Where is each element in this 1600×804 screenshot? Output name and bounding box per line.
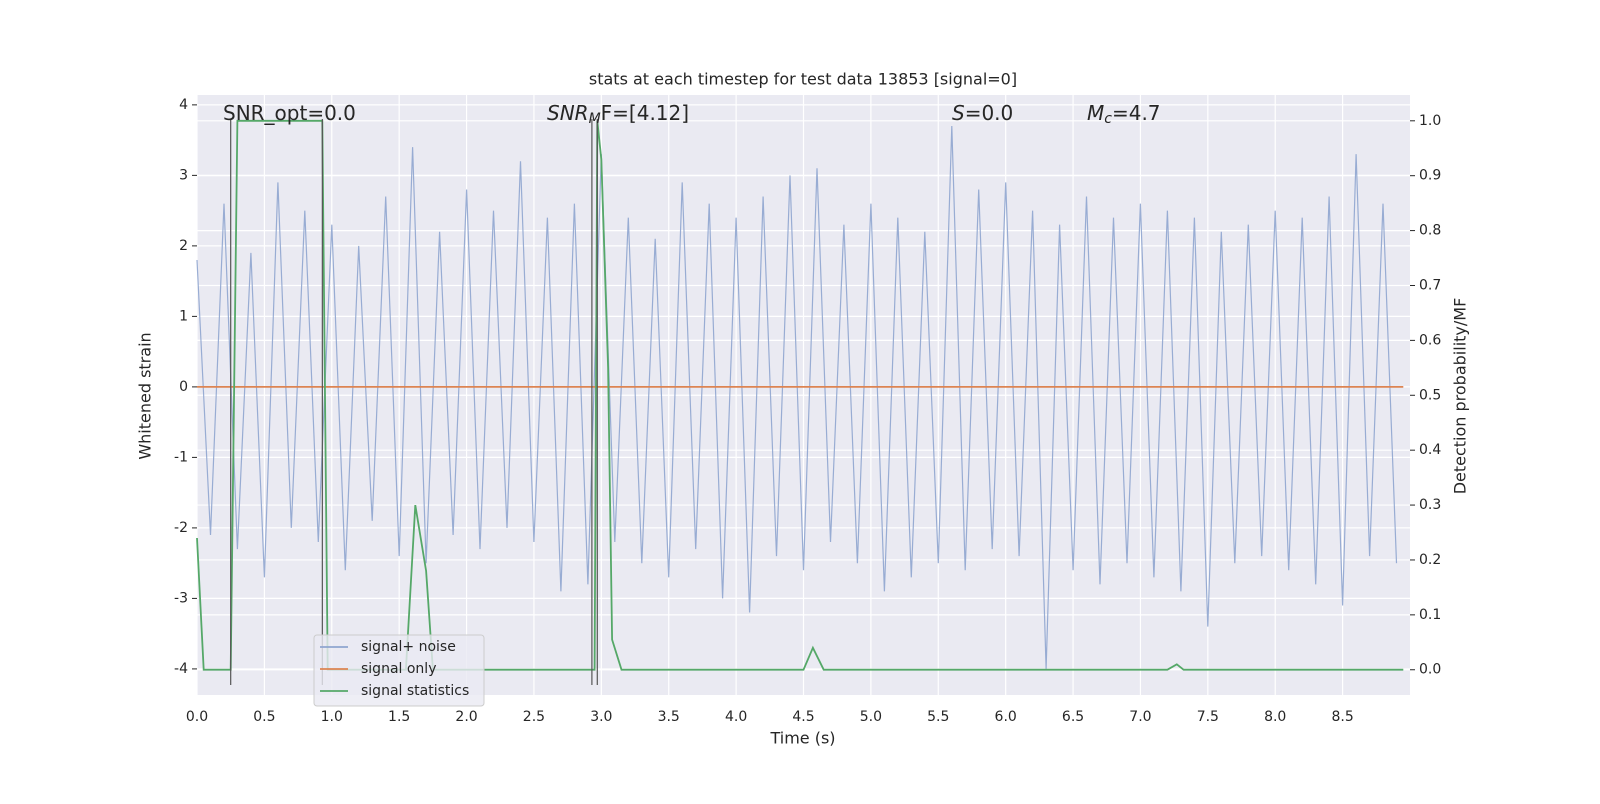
annotation-rest: =4.7 [1112, 101, 1161, 125]
annotation: SNR_opt=0.0 [223, 101, 356, 125]
x-tick-label: 2.0 [455, 709, 477, 725]
y-tick-label: -1 [174, 449, 188, 465]
annotation: Mc=4.7 [1087, 101, 1161, 128]
x-tick-label: 4.5 [792, 709, 814, 725]
y2-tick-label: 0.9 [1419, 168, 1441, 184]
y-tick-label: -2 [174, 520, 188, 536]
y-tick-label: 0 [179, 379, 188, 395]
x-tick-label: 7.0 [1129, 709, 1151, 725]
y2-axis-label: Detection probability/MF [1451, 298, 1470, 495]
annotation: S=0.0 [952, 101, 1013, 125]
x-tick-label: 6.0 [995, 709, 1017, 725]
x-tick-label: 7.5 [1197, 709, 1219, 725]
y2-tick-label: 0.3 [1419, 497, 1441, 513]
y2-tick-label: 0.6 [1419, 332, 1441, 348]
annotation-base: SNR [547, 101, 589, 125]
annotation-rest: F=[4.12] [601, 101, 689, 125]
y-tick-label: 1 [179, 308, 188, 324]
series-line [196, 125, 1398, 669]
x-tick-label: 3.0 [590, 709, 612, 725]
y2-tick-label: 0.7 [1419, 277, 1441, 293]
y2-tick-label: 0.5 [1419, 387, 1441, 403]
annotation-base: S [952, 101, 965, 125]
x-axis-label: Time (s) [769, 729, 835, 748]
chart-title: stats at each timestep for test data 138… [589, 70, 1017, 89]
annotation-sub: M [589, 111, 601, 127]
y2-tick-label: 0.0 [1419, 662, 1441, 678]
x-tick-label: 5.0 [860, 709, 882, 725]
x-tick-label: 0.5 [253, 709, 275, 725]
x-tick-label: 6.5 [1062, 709, 1084, 725]
y-tick-label: -3 [174, 590, 188, 606]
marks [196, 118, 1404, 685]
x-tick-label: 1.0 [321, 709, 343, 725]
axes: 0.0 0.5 1.0 1.5 2.0 2.5 3.0 3.5 4.0 4.5 5.0 5.5 6.0 6… [174, 97, 1441, 725]
y2-tick-label: 1.0 [1419, 113, 1441, 129]
annotation-sub: c [1104, 111, 1112, 127]
annotation-base: M [1087, 101, 1104, 125]
x-tick-label: 5.5 [927, 709, 949, 725]
x-tick-label: 0.0 [186, 709, 208, 725]
grid [196, 95, 1410, 695]
legend-box [313, 634, 485, 707]
x-tick-label: 1.5 [388, 709, 410, 725]
y2-tick-label: 0.8 [1419, 223, 1441, 239]
x-tick-label: 2.5 [523, 709, 545, 725]
legend-label: signal statistics [361, 683, 469, 699]
x-tick-label: 8.5 [1331, 709, 1353, 725]
y-tick-label: -4 [174, 661, 188, 677]
x-tick-label: 3.5 [658, 709, 680, 725]
annotation-rest: =0.0 [965, 101, 1014, 125]
y2-tick-label: 0.2 [1419, 552, 1441, 568]
x-tick-label: 8.0 [1264, 709, 1286, 725]
y2-tick-label: 0.1 [1419, 607, 1441, 623]
legend-label: signal only [361, 661, 436, 677]
y2-tick-label: 0.4 [1419, 442, 1441, 458]
x-tick-label: 4.0 [725, 709, 747, 725]
annotation-base: SNR_opt=0.0 [223, 101, 356, 125]
series-line [196, 119, 1404, 671]
y-tick-label: 2 [179, 238, 188, 254]
y-axis-label: Whitened strain [136, 332, 155, 459]
y-tick-label: 3 [179, 167, 188, 183]
y-tick-label: 4 [179, 97, 188, 113]
annotation: SNRMF=[4.12] [547, 101, 689, 128]
legend-label: signal+ noise [361, 639, 456, 655]
